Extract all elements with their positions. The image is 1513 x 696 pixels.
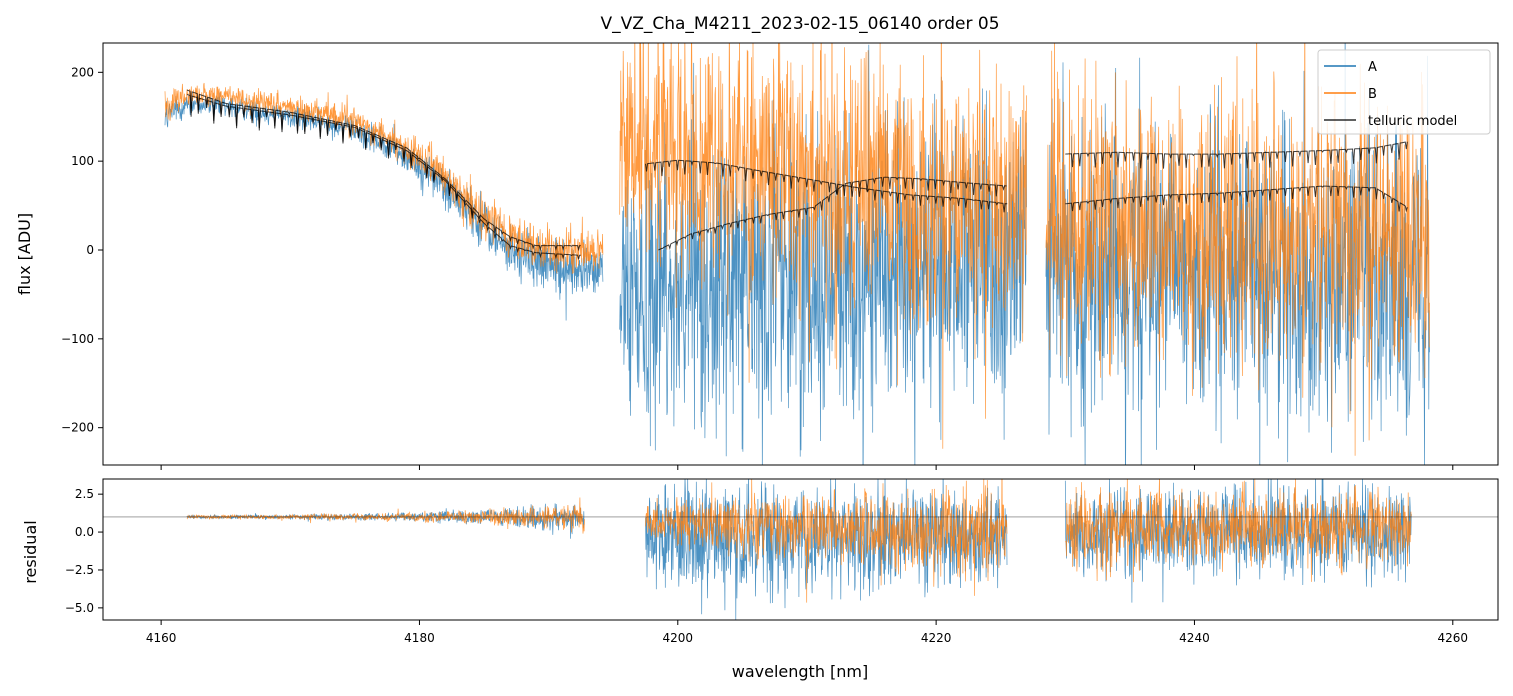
- legend-box: [1317, 49, 1491, 135]
- legend: A B telluric model: [1317, 49, 1491, 135]
- flux-telluric-model-segment-4: [1065, 141, 1408, 169]
- flux-y-tick-label: 0: [86, 243, 94, 257]
- residual-x-tick-label: 4220: [921, 631, 952, 645]
- flux-telluric-model-segment-1: [186, 94, 581, 260]
- flux-panel: 200 100 0 −100 −200 flux [ADU] A B telluric …: [15, 42, 1499, 470]
- flux-series-group: [164, 43, 1430, 465]
- legend-label-telluric: telluric model: [1368, 114, 1457, 129]
- residual-series-b-segment-2: [1065, 479, 1412, 583]
- flux-y-ticks: 200 100 0 −100 −200: [61, 65, 103, 435]
- flux-series-b-segment-1: [619, 43, 1027, 449]
- residual-x-tick-label: 4200: [663, 631, 694, 645]
- flux-y-axis-label: flux [ADU]: [15, 213, 34, 295]
- flux-telluric-model-segment-5: [1065, 185, 1408, 213]
- flux-y-tick-label: −200: [61, 421, 94, 435]
- residual-y-ticks: 2.5 0.0 −2.5 −5.0: [65, 487, 103, 615]
- residual-x-tick-label: 4240: [1179, 631, 1210, 645]
- residual-axes-frame: [102, 478, 1499, 621]
- residual-y-tick-label: 0.0: [75, 525, 94, 539]
- residual-y-tick-label: −2.5: [65, 563, 94, 577]
- residual-series-group: [103, 479, 1498, 620]
- residual-series-b-segment-1: [645, 479, 1008, 603]
- chart-title: V_VZ_Cha_M4211_2023-02-15_06140 order 05: [600, 14, 999, 34]
- flux-y-tick-label: 100: [71, 154, 94, 168]
- residual-y-tick-label: 2.5: [75, 487, 94, 501]
- residual-y-axis-label: residual: [21, 520, 40, 583]
- residual-x-tick-label: 4260: [1438, 631, 1469, 645]
- flux-y-tick-label: 200: [71, 65, 94, 79]
- flux-series-b-segment-0: [164, 82, 604, 275]
- residual-y-tick-label: −5.0: [65, 601, 94, 615]
- residual-x-tick-label: 4180: [404, 631, 435, 645]
- flux-x-ticks: [160, 465, 1454, 470]
- residual-panel: 4160 4180 4200 4220 4240 4260 2.50.0−2.5−5.0 …: [21, 478, 1499, 681]
- residual-x-ticks: 4160 4180 4200 4220 4240 4260: [146, 620, 1468, 645]
- x-axis-label: wavelength [nm]: [732, 662, 869, 681]
- flux-y-tick-label: −100: [61, 332, 94, 346]
- flux-axes-frame: [102, 42, 1499, 466]
- flux-telluric-model-segment-2: [645, 159, 1008, 213]
- residual-x-tick-label: 4160: [146, 631, 177, 645]
- flux-telluric-model-segment-3: [658, 176, 1007, 251]
- legend-label-a: A: [1368, 60, 1377, 75]
- flux-series-b-segment-2: [1045, 43, 1430, 456]
- legend-label-b: B: [1368, 87, 1377, 102]
